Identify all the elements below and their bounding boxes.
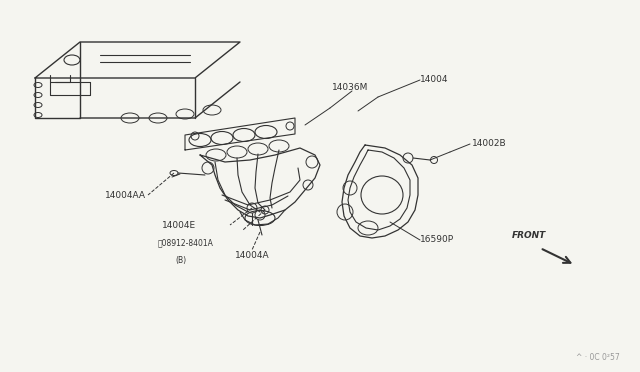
Text: 14004AA: 14004AA (105, 190, 146, 199)
Text: FRONT: FRONT (512, 231, 547, 240)
Text: 14004A: 14004A (235, 250, 269, 260)
Text: (B): (B) (175, 256, 186, 264)
Text: 14036M: 14036M (332, 83, 369, 93)
Text: ⓝ08912-8401A: ⓝ08912-8401A (158, 238, 214, 247)
Text: 14004E: 14004E (162, 221, 196, 230)
Text: 14002B: 14002B (472, 140, 507, 148)
Text: 14004: 14004 (420, 76, 449, 84)
Text: 16590P: 16590P (420, 235, 454, 244)
Text: ^ · 0C 0²57: ^ · 0C 0²57 (576, 353, 620, 362)
